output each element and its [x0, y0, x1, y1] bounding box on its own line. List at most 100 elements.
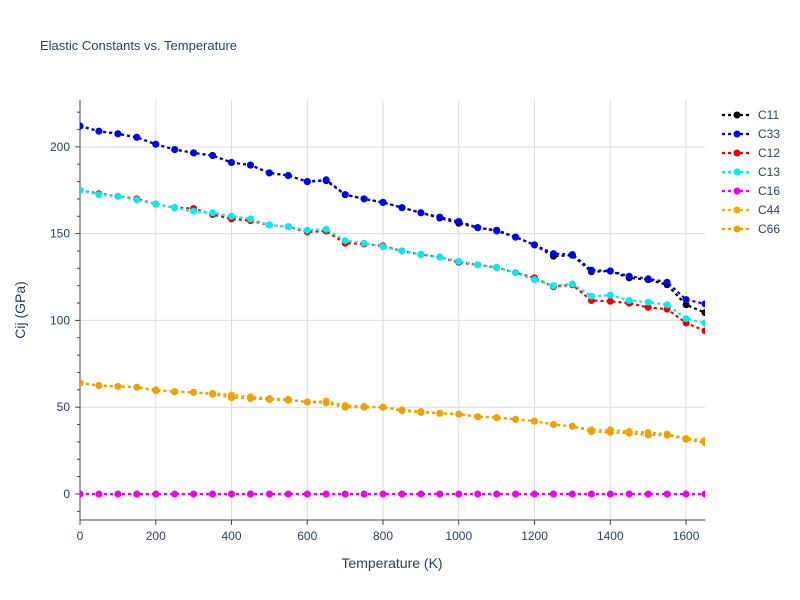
- data-point-c16[interactable]: [322, 490, 330, 498]
- data-point-c33[interactable]: [682, 296, 690, 304]
- data-point-c33[interactable]: [625, 272, 633, 280]
- data-point-c12[interactable]: [701, 327, 709, 335]
- data-point-c66[interactable]: [322, 399, 330, 407]
- data-point-c66[interactable]: [114, 382, 122, 390]
- data-point-c16[interactable]: [190, 490, 198, 498]
- data-point-c66[interactable]: [303, 398, 311, 406]
- data-point-c16[interactable]: [77, 490, 84, 498]
- data-point-c13[interactable]: [474, 261, 482, 269]
- data-point-c66[interactable]: [95, 382, 103, 389]
- data-point-c16[interactable]: [133, 490, 141, 498]
- data-point-c13[interactable]: [95, 191, 103, 199]
- data-point-c66[interactable]: [493, 414, 501, 422]
- data-point-c33[interactable]: [436, 213, 444, 221]
- data-point-c33[interactable]: [474, 224, 482, 232]
- data-point-c13[interactable]: [644, 298, 652, 306]
- data-point-c13[interactable]: [209, 209, 217, 217]
- data-point-c16[interactable]: [512, 490, 520, 498]
- data-point-c33[interactable]: [265, 169, 273, 177]
- data-point-c33[interactable]: [550, 250, 557, 258]
- legend-item-c16[interactable]: C16: [722, 184, 780, 198]
- data-point-c66[interactable]: [512, 415, 520, 423]
- data-point-c66[interactable]: [587, 428, 595, 435]
- data-point-c33[interactable]: [303, 178, 311, 186]
- data-point-c16[interactable]: [114, 490, 122, 498]
- data-point-c66[interactable]: [171, 388, 179, 396]
- data-point-c66[interactable]: [209, 390, 217, 398]
- data-point-c13[interactable]: [322, 225, 330, 233]
- data-point-c33[interactable]: [209, 152, 217, 159]
- data-point-c66[interactable]: [360, 403, 368, 411]
- data-point-c16[interactable]: [265, 490, 273, 498]
- data-point-c16[interactable]: [284, 490, 292, 498]
- data-point-c13[interactable]: [265, 221, 273, 229]
- data-point-c16[interactable]: [436, 490, 444, 498]
- data-point-c13[interactable]: [606, 291, 614, 299]
- data-point-c16[interactable]: [417, 490, 425, 498]
- data-point-c33[interactable]: [531, 241, 538, 249]
- data-point-c16[interactable]: [228, 490, 235, 498]
- data-point-c66[interactable]: [247, 395, 254, 402]
- data-point-c13[interactable]: [568, 280, 576, 288]
- data-point-c13[interactable]: [701, 319, 709, 327]
- data-point-c13[interactable]: [152, 200, 160, 208]
- data-point-c33[interactable]: [512, 233, 520, 241]
- legend-item-c66[interactable]: C66: [722, 222, 780, 236]
- data-point-c66[interactable]: [550, 421, 557, 428]
- data-point-c12[interactable]: [644, 303, 652, 311]
- data-point-c13[interactable]: [512, 269, 520, 277]
- data-point-c13[interactable]: [663, 301, 671, 309]
- data-point-c13[interactable]: [171, 204, 179, 212]
- data-point-c16[interactable]: [209, 490, 217, 498]
- data-point-c33[interactable]: [360, 195, 368, 203]
- data-point-c13[interactable]: [247, 215, 254, 223]
- data-point-c16[interactable]: [606, 490, 614, 498]
- legend-item-c33[interactable]: C33: [722, 127, 780, 141]
- data-point-c66[interactable]: [663, 431, 671, 439]
- legend[interactable]: C11 C33 C12 C13 C16 C44 C66: [722, 108, 780, 236]
- data-point-c66[interactable]: [398, 407, 406, 415]
- data-point-c13[interactable]: [379, 243, 387, 251]
- data-point-c13[interactable]: [587, 292, 595, 300]
- data-point-c16[interactable]: [455, 490, 463, 498]
- data-point-c16[interactable]: [550, 490, 557, 498]
- legend-item-c44[interactable]: C44: [722, 203, 780, 217]
- data-point-c11[interactable]: [682, 301, 690, 309]
- data-point-c33[interactable]: [228, 159, 235, 166]
- data-point-c33[interactable]: [417, 209, 425, 217]
- data-point-c33[interactable]: [455, 218, 463, 225]
- data-point-c33[interactable]: [644, 275, 652, 283]
- data-point-c16[interactable]: [152, 490, 160, 498]
- data-point-c16[interactable]: [663, 490, 671, 498]
- data-point-c66[interactable]: [77, 379, 84, 387]
- data-point-c66[interactable]: [644, 431, 652, 439]
- data-point-c16[interactable]: [568, 490, 576, 498]
- data-point-c16[interactable]: [360, 490, 368, 498]
- data-point-c33[interactable]: [133, 133, 141, 141]
- data-point-c16[interactable]: [701, 490, 709, 498]
- data-point-c66[interactable]: [228, 394, 235, 402]
- data-point-c13[interactable]: [493, 264, 501, 271]
- data-point-c16[interactable]: [644, 490, 652, 498]
- data-point-c66[interactable]: [606, 428, 614, 436]
- data-point-c33[interactable]: [493, 227, 501, 235]
- data-point-c13[interactable]: [114, 192, 122, 200]
- data-point-c16[interactable]: [341, 490, 349, 498]
- data-point-c16[interactable]: [531, 490, 538, 498]
- data-point-c66[interactable]: [568, 422, 576, 430]
- data-point-c33[interactable]: [379, 198, 387, 206]
- data-point-c13[interactable]: [682, 315, 690, 323]
- data-point-c66[interactable]: [682, 435, 690, 443]
- data-point-c16[interactable]: [95, 490, 103, 498]
- data-point-c13[interactable]: [398, 247, 406, 255]
- data-point-c33[interactable]: [95, 127, 103, 135]
- data-point-c13[interactable]: [77, 186, 84, 194]
- data-point-c13[interactable]: [417, 251, 425, 258]
- data-point-c66[interactable]: [341, 403, 349, 411]
- data-point-c16[interactable]: [682, 490, 690, 498]
- data-point-c16[interactable]: [398, 490, 406, 498]
- data-point-c66[interactable]: [265, 395, 273, 403]
- data-point-c66[interactable]: [190, 388, 198, 396]
- legend-item-c11[interactable]: C11: [722, 108, 779, 122]
- data-point-c66[interactable]: [379, 403, 387, 411]
